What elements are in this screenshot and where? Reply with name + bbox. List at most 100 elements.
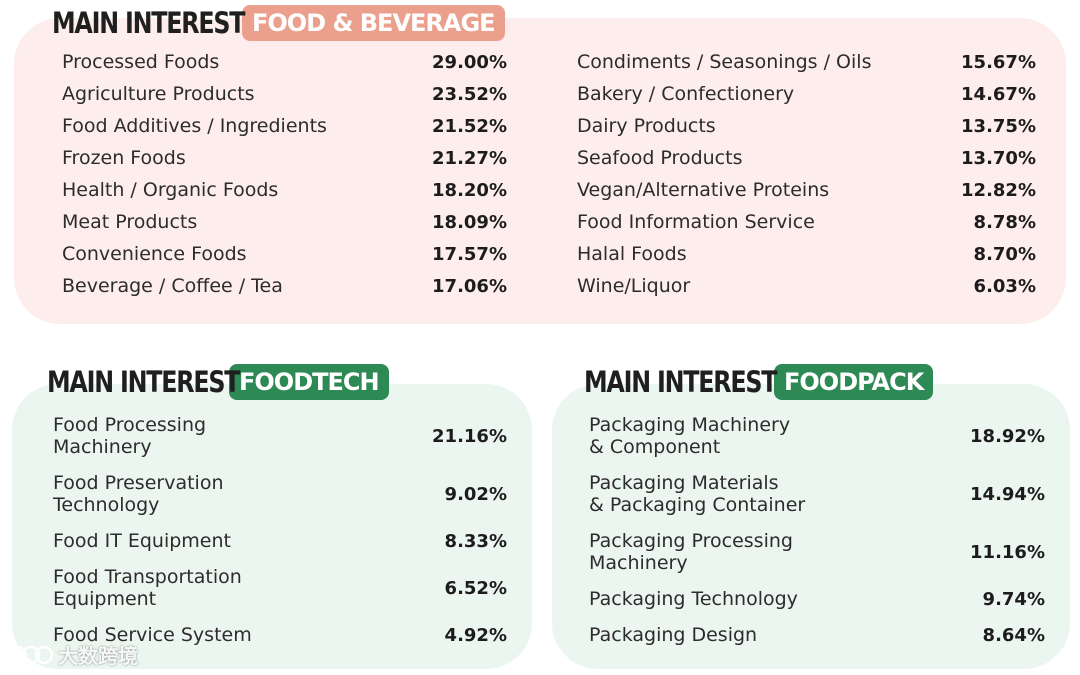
item-label: Frozen Foods xyxy=(62,146,186,169)
item-value: 9.74% xyxy=(982,588,1045,610)
item-label: Packaging Machinery & Component xyxy=(589,414,790,459)
item-label: Health / Organic Foods xyxy=(62,178,279,201)
item-label: Food Transportation Equipment xyxy=(53,566,242,611)
item-label: Wine/Liquor xyxy=(577,274,691,297)
item-label-line: Packaging Processing xyxy=(589,529,793,552)
item-label: Packaging Technology xyxy=(589,588,798,611)
item-label: Vegan/Alternative Proteins xyxy=(577,178,830,201)
item-label: Food Preservation Technology xyxy=(53,472,224,517)
item-value: 18.20% xyxy=(432,179,507,201)
item-label-line: Packaging Technology xyxy=(589,587,798,610)
list-item: Meat Products 18.09% xyxy=(62,206,507,238)
item-label: Convenience Foods xyxy=(62,242,247,265)
list-item: Beverage / Coffee / Tea 17.06% xyxy=(62,270,507,302)
food-beverage-heading: MAIN INTEREST FOOD & BEVERAGE xyxy=(52,3,505,43)
item-value: 21.16% xyxy=(432,425,507,447)
food-beverage-list-left: Processed Foods 29.00% Agriculture Produc… xyxy=(62,46,507,302)
list-item: Condiments / Seasonings / Oils 15.67% xyxy=(577,46,1036,78)
foodpack-heading: MAIN INTEREST FOODPACK xyxy=(584,362,934,402)
item-label: Beverage / Coffee / Tea xyxy=(62,274,283,297)
item-label: Packaging Design xyxy=(589,624,757,647)
item-value: 8.64% xyxy=(982,624,1045,646)
list-item: Food IT Equipment 8.33% xyxy=(53,528,507,554)
list-item: Packaging Processing Machinery 11.16% xyxy=(589,528,1045,576)
item-label-line: Packaging Design xyxy=(589,623,758,646)
item-value: 8.33% xyxy=(444,530,507,552)
item-label-line: Packaging Materials xyxy=(589,471,779,494)
item-value: 18.09% xyxy=(432,211,507,233)
item-label: Processed Foods xyxy=(62,50,220,73)
item-label-line: Food IT Equipment xyxy=(53,529,231,552)
item-label-line: Food Processing xyxy=(53,413,207,436)
item-label: Bakery / Confectionery xyxy=(577,82,795,105)
item-label: Packaging Materials & Packaging Container xyxy=(589,472,805,517)
item-label-line: & Packaging Container xyxy=(589,494,806,516)
item-label: Agriculture Products xyxy=(62,82,255,105)
list-item: Seafood Products 13.70% xyxy=(577,142,1036,174)
item-label-line: Food Service System xyxy=(53,623,252,646)
list-item: Packaging Machinery & Component 18.92% xyxy=(589,412,1045,460)
food-beverage-list-right: Condiments / Seasonings / Oils 15.67% Bak… xyxy=(577,46,1036,302)
foodpack-panel xyxy=(552,384,1070,669)
list-item: Packaging Materials & Packaging Container… xyxy=(589,470,1045,518)
item-label-line: Food Transportation xyxy=(53,565,242,588)
list-item: Food Transportation Equipment 6.52% xyxy=(53,564,507,612)
item-value: 17.06% xyxy=(432,275,507,297)
list-item: Packaging Technology 9.74% xyxy=(589,586,1045,612)
list-item: Health / Organic Foods 18.20% xyxy=(62,174,507,206)
item-label-line: Equipment xyxy=(53,588,157,610)
item-value: 17.57% xyxy=(432,243,507,265)
list-item: Food Preservation Technology 9.02% xyxy=(53,470,507,518)
item-label: Food IT Equipment xyxy=(53,530,231,553)
item-value: 8.78% xyxy=(973,211,1036,233)
list-item: Wine/Liquor 6.03% xyxy=(577,270,1036,302)
section-title: MAIN INTEREST xyxy=(52,6,245,40)
item-label: Food Service System xyxy=(53,624,252,647)
item-label-line: Machinery xyxy=(589,552,688,574)
foodpack-badge: FOODPACK xyxy=(774,364,934,400)
item-value: 8.70% xyxy=(973,243,1036,265)
item-value: 29.00% xyxy=(432,51,507,73)
item-value: 11.16% xyxy=(970,541,1045,563)
list-item: Frozen Foods 21.27% xyxy=(62,142,507,174)
foodtech-list: Food Processing Machinery 21.16% Food Pre… xyxy=(53,412,507,648)
item-label-line: Packaging Machinery xyxy=(589,413,791,436)
item-label: Halal Foods xyxy=(577,242,687,265)
watermark: 大数跨境 xyxy=(8,640,138,669)
watermark-text: 大数跨境 xyxy=(58,644,138,668)
foodtech-panel xyxy=(12,384,532,669)
item-value: 6.03% xyxy=(973,275,1036,297)
list-item: Bakery / Confectionery 14.67% xyxy=(577,78,1036,110)
list-item: Dairy Products 13.75% xyxy=(577,110,1036,142)
item-label-line: & Component xyxy=(589,436,721,458)
foodpack-list: Packaging Machinery & Component 18.92% Pa… xyxy=(589,412,1045,648)
item-value: 13.75% xyxy=(961,115,1036,137)
item-label: Meat Products xyxy=(62,210,198,233)
item-value: 12.82% xyxy=(961,179,1036,201)
item-value: 9.02% xyxy=(444,483,507,505)
item-label-line: Technology xyxy=(53,494,160,516)
item-value: 14.67% xyxy=(961,83,1036,105)
section-title: MAIN INTEREST xyxy=(584,365,777,399)
item-label: Food Processing Machinery xyxy=(53,414,206,459)
list-item: Food Service System 4.92% xyxy=(53,622,507,648)
list-item: Processed Foods 29.00% xyxy=(62,46,507,78)
list-item: Agriculture Products 23.52% xyxy=(62,78,507,110)
list-item: Packaging Design 8.64% xyxy=(589,622,1045,648)
food-beverage-badge: FOOD & BEVERAGE xyxy=(242,5,505,41)
item-value: 13.70% xyxy=(961,147,1036,169)
item-value: 21.27% xyxy=(432,147,507,169)
item-label: Packaging Processing Machinery xyxy=(589,530,793,575)
item-label: Food Additives / Ingredients xyxy=(62,114,327,137)
section-title: MAIN INTEREST xyxy=(47,365,240,399)
item-label-line: Machinery xyxy=(53,436,152,458)
item-value: 4.92% xyxy=(444,624,507,646)
item-value: 18.92% xyxy=(970,425,1045,447)
foodtech-heading: MAIN INTEREST FOODTECH xyxy=(47,362,389,402)
item-label: Condiments / Seasonings / Oils xyxy=(577,50,872,73)
item-label: Dairy Products xyxy=(577,114,716,137)
list-item: Halal Foods 8.70% xyxy=(577,238,1036,270)
list-item: Vegan/Alternative Proteins 12.82% xyxy=(577,174,1036,206)
item-label: Seafood Products xyxy=(577,146,743,169)
item-value: 14.94% xyxy=(970,483,1045,505)
